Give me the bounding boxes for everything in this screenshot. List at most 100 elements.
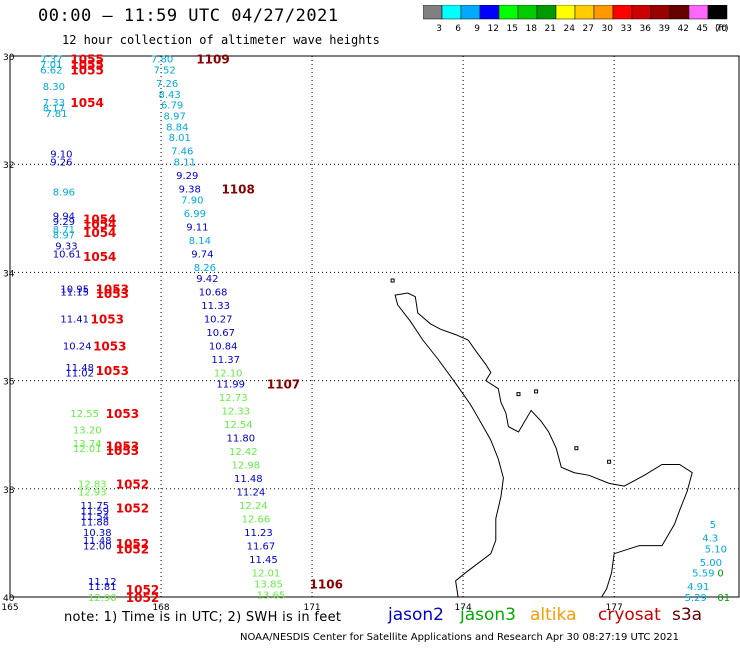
y-tick-label: 32 <box>3 161 14 171</box>
y-tick-label: 30 <box>3 53 15 63</box>
swh-point: 10.68 <box>199 287 228 298</box>
swh-point: 9.29 <box>176 171 198 182</box>
swh-point: 12.90 <box>88 593 117 604</box>
color-swatch <box>517 5 538 20</box>
swh-point: 11.59 <box>80 506 109 517</box>
swh-point: 7.37 <box>40 55 62 66</box>
chart-title: 00:00 – 11:59 UTC 04/27/2021 <box>38 6 339 26</box>
chart-subtitle: 12 hour collection of altimeter wave hei… <box>62 33 380 47</box>
x-tick-label: 177 <box>606 603 623 613</box>
swh-point: 4.3 <box>702 533 718 544</box>
swh-point: 11.99 <box>216 379 245 390</box>
time-label: 1052 <box>116 542 149 556</box>
time-label: 1052 <box>116 477 149 491</box>
swh-point: 11.41 <box>60 314 89 325</box>
color-swatch <box>574 5 595 20</box>
swh-point: 8.84 <box>166 122 188 133</box>
swh-point: 5 <box>710 520 716 531</box>
time-label: 1053 <box>106 407 139 421</box>
swh-point: 5.59 <box>692 569 714 580</box>
swh-point: 9.29 <box>53 217 75 228</box>
coastline-north-island <box>394 292 693 598</box>
swh-point: 8.14 <box>189 236 211 247</box>
swh-point: 11.45 <box>249 555 278 566</box>
swh-point: 10.61 <box>53 249 82 260</box>
swh-point: 9.11 <box>186 222 208 233</box>
color-scale-label: 33 <box>621 24 632 34</box>
color-scale-label: 30 <box>602 24 614 34</box>
swh-point: 6.79 <box>161 101 183 112</box>
color-scale-label: 39 <box>659 24 671 34</box>
swh-point: 5.10 <box>705 544 727 555</box>
swh-point: 6.62 <box>40 66 62 77</box>
color-scale-label: 70 <box>716 24 728 34</box>
swh-point: 11.48 <box>65 363 94 374</box>
swh-point: 13.65 <box>257 590 286 601</box>
swh-point: 13.74 <box>73 439 102 450</box>
color-scale-label: 12 <box>488 24 499 34</box>
island-outline <box>390 278 395 283</box>
swh-point: 7.26 <box>156 79 178 90</box>
swh-point: 8.96 <box>53 187 75 198</box>
swh-point: 11.33 <box>201 301 230 312</box>
time-label: 1054 <box>83 218 116 232</box>
swh-point: 12.01 <box>73 444 102 455</box>
y-tick-label: 40 <box>3 594 15 604</box>
swh-point: 9.10 <box>50 149 72 160</box>
swh-point: 12.66 <box>242 515 271 526</box>
island-outline <box>574 446 579 451</box>
units-note: note: 1) Time is in UTC; 2) SWH is in fe… <box>64 610 342 625</box>
color-swatch <box>650 5 671 20</box>
swh-point: 13.20 <box>73 425 102 436</box>
swh-point: 11.75 <box>80 501 109 512</box>
time-label: 1053 <box>96 364 129 378</box>
swh-point: 11.24 <box>237 488 266 499</box>
swh-point: 13.85 <box>254 579 283 590</box>
legend-altika: altika <box>530 605 577 625</box>
swh-point: 9.42 <box>196 274 218 285</box>
color-swatch <box>460 5 481 20</box>
swh-point: 7.01 <box>40 60 62 71</box>
color-scale-label: 18 <box>526 24 538 34</box>
swh-point: 8.97 <box>164 112 186 123</box>
time-label: 1052 <box>116 537 149 551</box>
color-scale-label: 9 <box>474 24 480 34</box>
swh-point: 7.46 <box>171 147 193 158</box>
time-label: 1053 <box>96 283 129 297</box>
swh-point: 10.67 <box>206 328 235 339</box>
color-swatch <box>423 5 443 20</box>
swh-point: 11.02 <box>65 368 94 379</box>
credit-footer: NOAA/NESDIS Center for Satellite Applica… <box>240 632 679 643</box>
swh-point: 10.24 <box>63 341 92 352</box>
color-swatch <box>593 5 614 20</box>
time-label: 1052 <box>126 583 159 597</box>
legend-cryosat: cryosat <box>598 605 661 625</box>
island-outline <box>607 459 612 464</box>
color-scale-label: 36 <box>640 24 652 34</box>
color-swatch <box>631 5 652 20</box>
color-scale-label: 15 <box>507 24 518 34</box>
swh-point: 9.74 <box>191 249 213 260</box>
color-swatch <box>688 5 709 20</box>
swh-point: 7.52 <box>153 66 175 77</box>
swh-point: 9.26 <box>50 157 72 168</box>
color-swatch <box>441 5 462 20</box>
swh-point: 11.67 <box>247 542 276 553</box>
x-tick-label: 174 <box>455 603 472 613</box>
time-label: 1054 <box>83 226 116 240</box>
swh-point: 12.01 <box>252 569 281 580</box>
color-scale-label: 6 <box>455 24 461 34</box>
swh-point: 7.33 <box>43 98 65 109</box>
swh-point: 9.33 <box>55 241 77 252</box>
time-label: 1054 <box>83 250 116 264</box>
color-swatch <box>479 5 500 20</box>
swh-point: 9.38 <box>179 185 201 196</box>
color-swatch <box>707 5 728 20</box>
color-scale-label: 21 <box>545 24 556 34</box>
swh-point: 12.24 <box>239 501 268 512</box>
swh-point: 8.30 <box>43 82 65 93</box>
swh-point: 11.37 <box>211 355 240 366</box>
legend-jason2: jason2 <box>388 605 444 625</box>
swh-point: 7.90 <box>181 195 203 206</box>
swh-point: 8.97 <box>53 231 75 242</box>
